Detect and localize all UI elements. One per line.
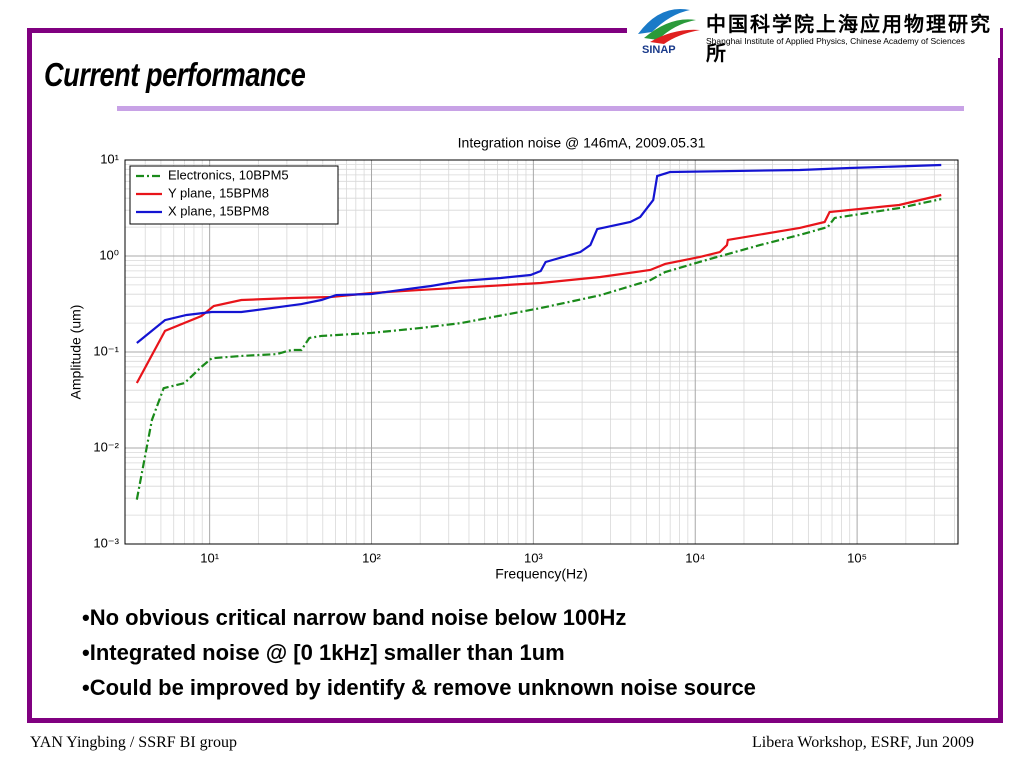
chart-title: Integration noise @ 146mA, 2009.05.31 <box>458 135 706 151</box>
frame <box>27 28 1003 723</box>
logo: SINAP 中国科学院上海应用物理研究所 Shanghai Institute … <box>630 2 1000 65</box>
bullets: •No obvious critical narrow band noise b… <box>82 600 756 705</box>
institute-cn: 中国科学院上海应用物理研究所 <box>706 12 992 65</box>
legend-label: Y plane, 15BPM8 <box>168 185 269 200</box>
plot-frame <box>124 159 959 545</box>
legend-label: X plane, 15BPM8 <box>168 203 269 218</box>
y-tick-label: 10⁰ <box>99 247 119 262</box>
bullet: •Integrated noise @ [0 1kHz] smaller tha… <box>82 640 565 665</box>
chart: 10¹ 10² 10³ 10⁴ 10⁵ 10⁻³ 10⁻² 10⁻¹ 10⁰ 10¹ Integra… <box>68 135 959 582</box>
frame-top <box>27 28 627 33</box>
series-line <box>136 163 942 344</box>
footer-right: Libera Workshop, ESRF, Jun 2009 <box>751 734 974 751</box>
series-line <box>135 197 942 500</box>
logo-acronym: SINAP <box>642 44 676 56</box>
slide-title: Current performance <box>44 56 306 93</box>
x-tick-label: 10⁵ <box>847 550 867 565</box>
title-rule <box>117 106 964 111</box>
bullet: •No obvious critical narrow band noise b… <box>82 605 627 630</box>
y-tick-label: 10⁻³ <box>93 535 119 550</box>
y-tick-label: 10¹ <box>100 151 119 166</box>
footer-left: YAN Yingbing / SSRF BI group <box>30 734 237 751</box>
x-tick-label: 10² <box>362 550 381 565</box>
logo-mark: SINAP <box>638 9 700 56</box>
y-axis-label: Amplitude (um) <box>68 305 84 400</box>
x-axis-label: Frequency(Hz) <box>495 566 588 582</box>
x-tick-label: 10¹ <box>200 550 219 565</box>
x-tick-label: 10⁴ <box>685 550 705 565</box>
y-tick-label: 10⁻¹ <box>93 343 119 358</box>
x-tick-label: 10³ <box>524 550 543 565</box>
legend-box <box>129 165 339 225</box>
institute-en: Shanghai Institute of Applied Physics, C… <box>706 36 965 46</box>
bullet: •Could be improved by identify & remove … <box>82 675 756 700</box>
legend-label: Electronics, 10BPM5 <box>168 167 289 182</box>
y-tick-label: 10⁻² <box>93 439 119 454</box>
series-line <box>135 193 942 384</box>
